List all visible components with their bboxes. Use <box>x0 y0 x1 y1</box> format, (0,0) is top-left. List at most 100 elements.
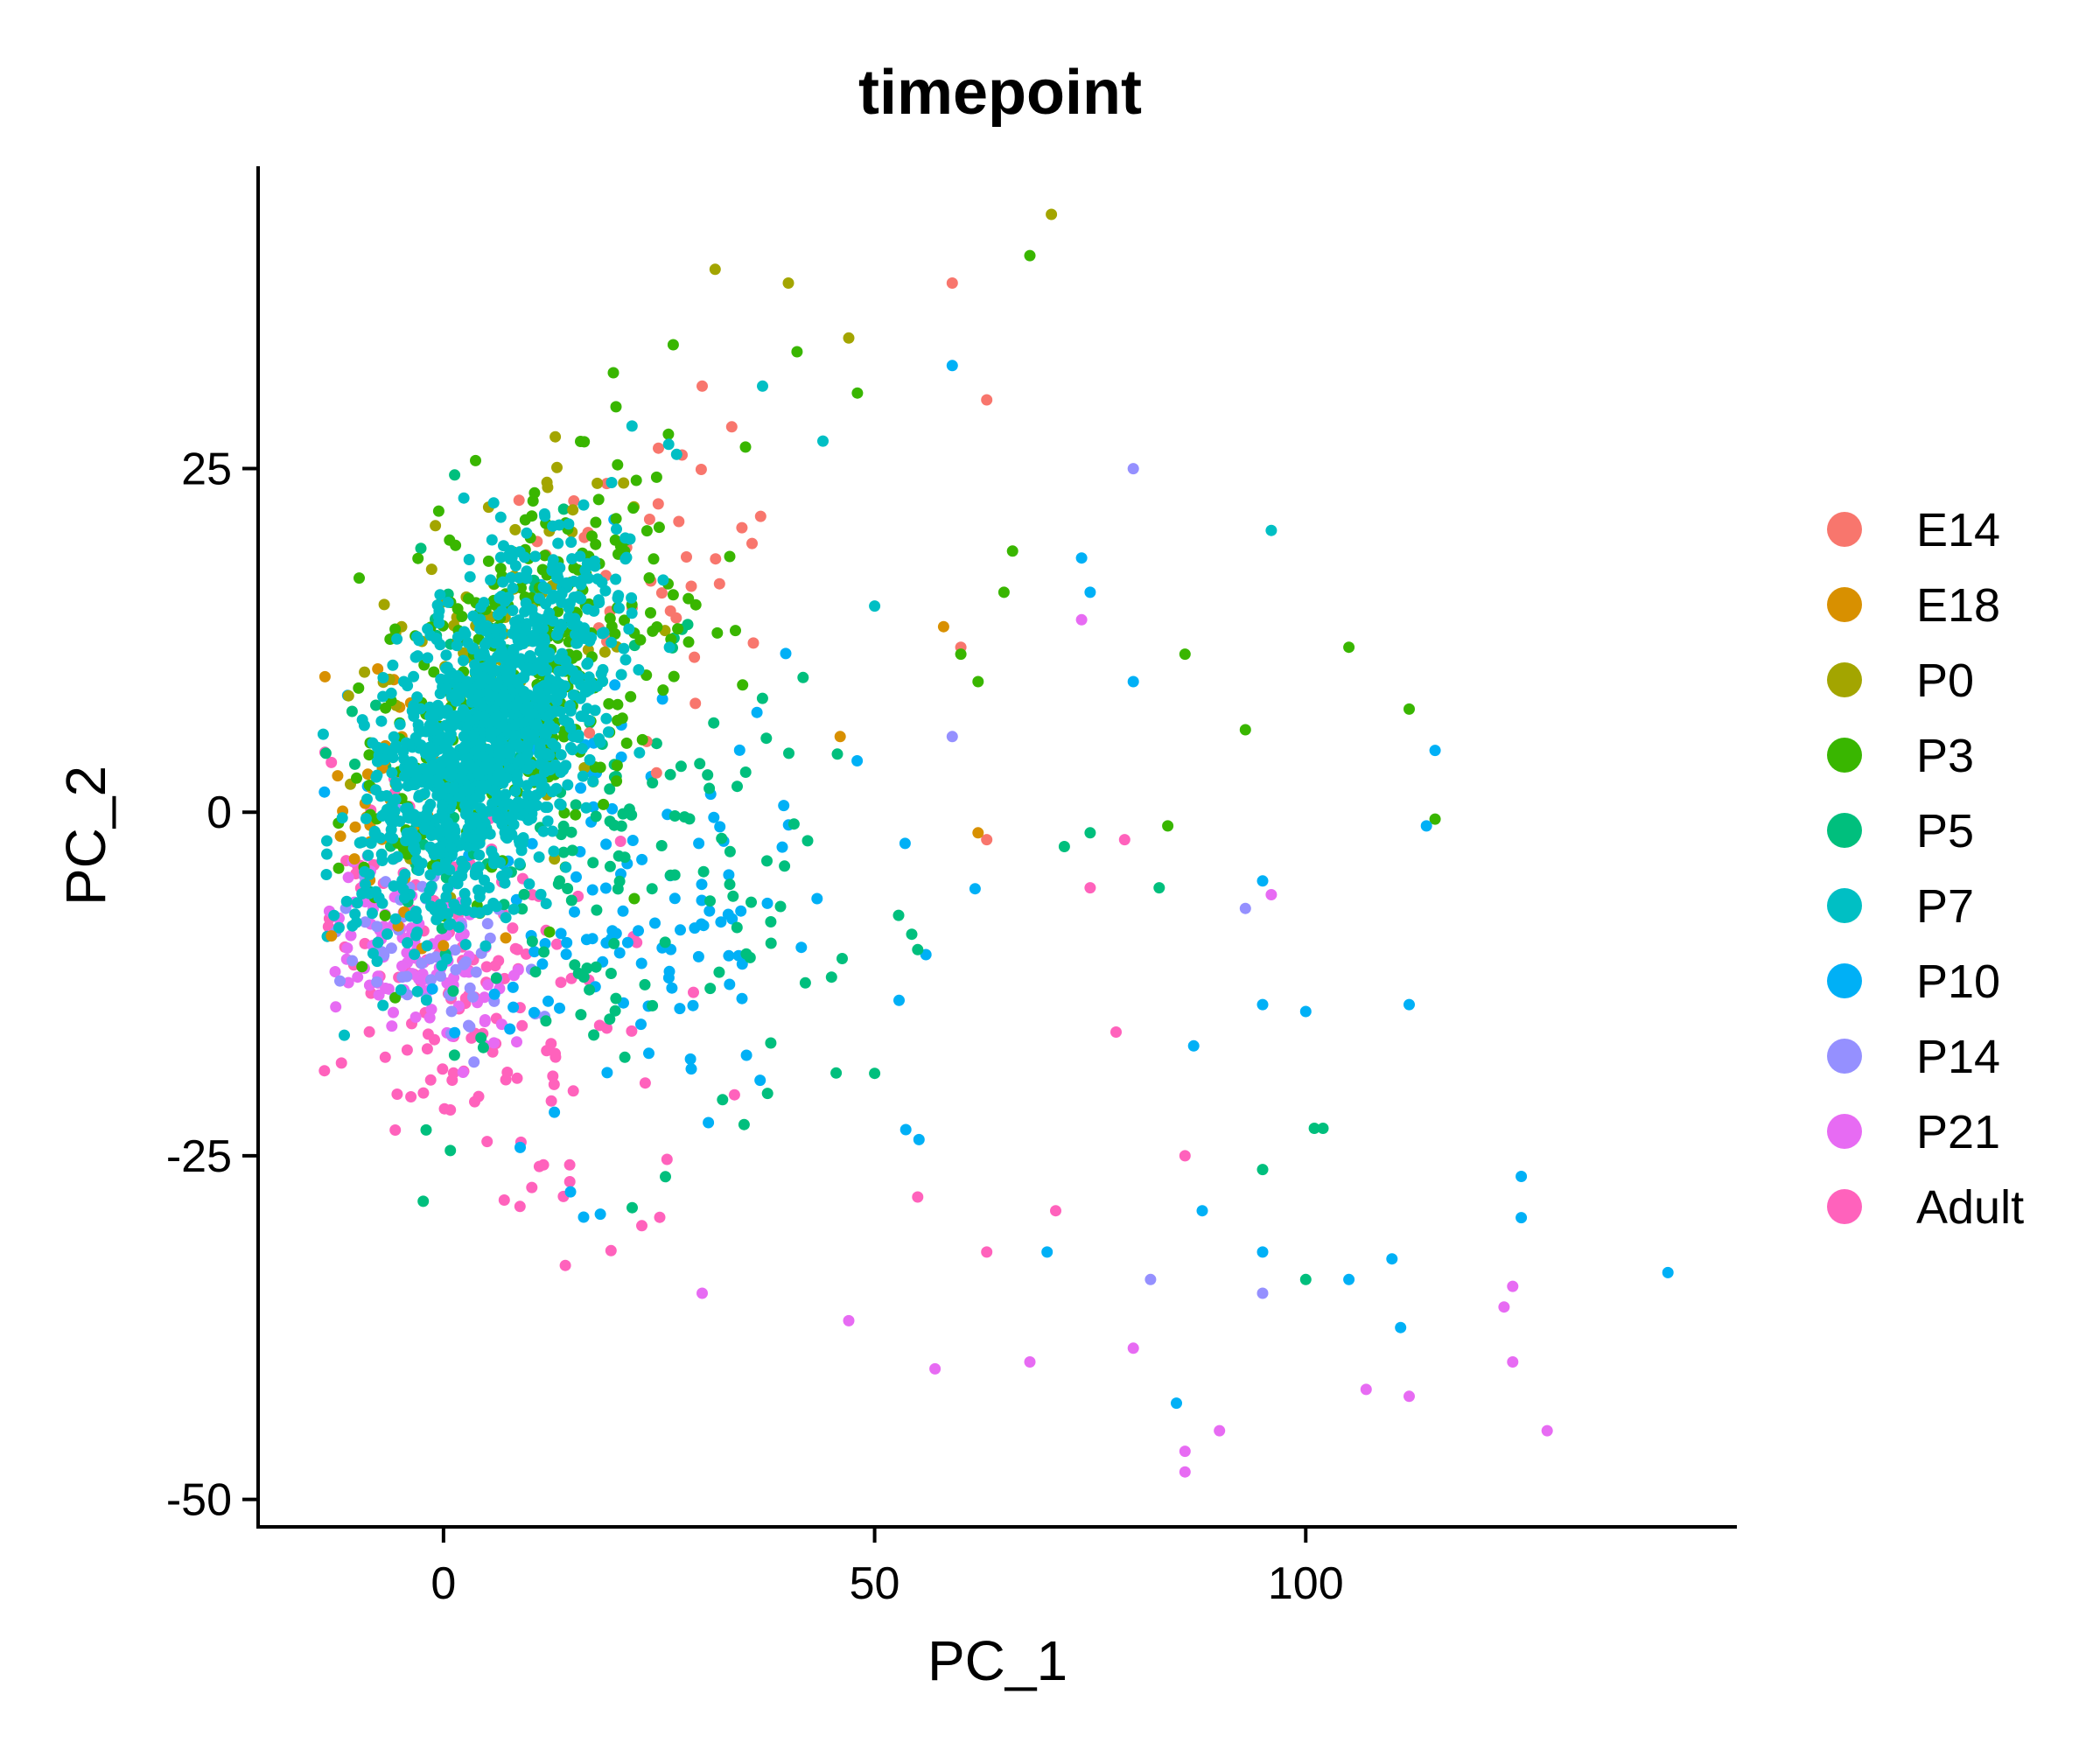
point-p5-c25 <box>659 936 671 948</box>
point-p7-c1118 <box>468 729 480 741</box>
point-p3-c184 <box>667 339 679 351</box>
point-adult-c158 <box>564 1176 576 1187</box>
point-p5-c38 <box>569 959 581 971</box>
point-p14-4 <box>1144 1273 1157 1285</box>
point-p14-1 <box>1239 902 1251 914</box>
point-adult-c169 <box>631 936 643 948</box>
point-p10-c80 <box>714 821 726 833</box>
point-p21-3 <box>1498 1301 1510 1313</box>
point-p7-c846 <box>541 748 553 760</box>
point-p10-c128 <box>736 958 748 970</box>
point-p10-c15 <box>723 949 735 962</box>
point-p3-c166 <box>470 454 481 466</box>
point-p7-c740 <box>522 788 534 801</box>
point-p7-c1012 <box>402 766 414 779</box>
point-p0-3 <box>1046 208 1058 220</box>
point-p3-4 <box>1006 545 1018 557</box>
point-p7-c687 <box>459 939 472 950</box>
point-p5-c48 <box>566 844 578 857</box>
point-p10-17 <box>1256 1246 1269 1258</box>
point-adult-c63 <box>401 1044 413 1056</box>
point-p21-15 <box>1127 1342 1139 1354</box>
point-p0-c56 <box>598 646 611 658</box>
point-p7-c1167 <box>411 691 424 704</box>
point-p7-c1197 <box>453 683 466 696</box>
point-p10-c29 <box>507 981 519 993</box>
point-adult-c80 <box>567 1085 579 1097</box>
point-p10-c107 <box>508 1001 520 1013</box>
point-p5-c74 <box>731 921 743 934</box>
point-p7-c1147 <box>480 662 492 673</box>
point-p14-c28 <box>435 970 446 982</box>
point-p7-c1199 <box>458 740 471 752</box>
point-p7-c529 <box>386 766 398 779</box>
point-p10-c110 <box>722 908 734 920</box>
point-adult-c61 <box>654 1211 666 1223</box>
point-p5-c162 <box>448 1049 460 1061</box>
point-adult-c110 <box>429 1033 440 1046</box>
point-p14-c20 <box>464 1020 476 1032</box>
point-p3-c171 <box>456 611 468 622</box>
point-p7-c865 <box>574 550 586 563</box>
point-p21-c106 <box>416 974 429 986</box>
point-p3-0 <box>1024 249 1036 262</box>
point-p10-c87 <box>606 802 619 815</box>
point-p3-c253 <box>450 539 462 551</box>
point-p5-c39 <box>739 766 752 778</box>
point-p7-c172 <box>321 835 332 847</box>
point-p7-c1162 <box>597 676 609 688</box>
point-p5-c103 <box>774 900 787 913</box>
legend-key-p0 <box>1827 662 1862 697</box>
point-p7-c995 <box>360 878 371 891</box>
chart-title: timepoint <box>858 58 1142 128</box>
point-p5-c136 <box>668 810 681 822</box>
point-p7-c1104 <box>532 774 544 786</box>
point-p5-c91 <box>570 799 582 811</box>
point-p5-c26 <box>906 928 918 941</box>
point-p10-c63 <box>899 837 911 850</box>
point-p7-c622 <box>615 668 627 681</box>
point-p10-3 <box>1127 676 1139 688</box>
y-tick-label-0: 0 <box>206 788 232 838</box>
point-adult-c33 <box>550 938 563 950</box>
point-p5-c75 <box>650 738 662 750</box>
point-p7-c50 <box>570 628 581 640</box>
point-p7-c685 <box>537 581 550 593</box>
point-adult-c123 <box>639 1077 651 1089</box>
point-p5-c16 <box>704 895 716 907</box>
point-e14-c16 <box>690 697 702 710</box>
point-p7-c690 <box>440 662 452 675</box>
point-p5-c40 <box>575 1009 587 1021</box>
point-p3-c262 <box>612 458 624 471</box>
point-p7-c1137 <box>472 768 485 780</box>
point-p7-c1170 <box>474 678 486 690</box>
point-p7-c1023 <box>597 663 609 676</box>
point-p7-c994 <box>467 610 480 622</box>
legend-label-adult: Adult <box>1916 1181 2024 1234</box>
legend-label-p0: P0 <box>1916 654 1974 707</box>
point-p3-c80 <box>648 553 660 565</box>
point-p7-c1175 <box>566 744 578 756</box>
point-p3-c108 <box>611 760 623 772</box>
point-e14-2 <box>696 380 708 392</box>
point-p10-c86 <box>636 853 648 865</box>
point-p5-0 <box>1084 827 1096 839</box>
point-e14-c27 <box>650 766 662 779</box>
point-p7-c1029 <box>552 537 564 550</box>
point-p7-c503 <box>459 628 472 640</box>
point-p5-c100 <box>565 826 578 838</box>
point-p5-c129 <box>587 857 599 869</box>
point-p7-c888 <box>530 789 542 802</box>
point-p7-c914 <box>564 700 576 711</box>
point-p7-c1058 <box>623 623 635 635</box>
point-p10-c105 <box>754 1074 766 1087</box>
point-p14-c57 <box>430 951 442 963</box>
x-tick-label-50: 50 <box>850 1558 900 1609</box>
point-p5-c131 <box>682 619 694 631</box>
point-p0-c61 <box>378 598 390 611</box>
point-p5-c133 <box>683 813 696 825</box>
point-p10-c57 <box>528 946 541 958</box>
point-p3-c51 <box>515 582 527 594</box>
point-p7-c1062 <box>448 781 459 793</box>
